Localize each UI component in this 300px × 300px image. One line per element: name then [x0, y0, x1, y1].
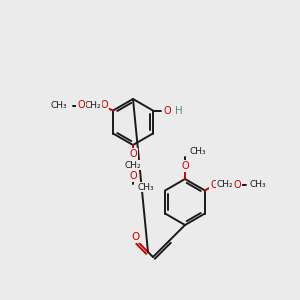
Text: O: O	[77, 100, 85, 110]
Text: O: O	[181, 161, 189, 171]
Text: CH₂: CH₂	[85, 101, 101, 110]
Text: CH₃: CH₃	[50, 101, 67, 110]
Text: CH₃: CH₃	[189, 148, 206, 157]
Text: CH₂: CH₂	[217, 180, 233, 189]
Text: O: O	[233, 179, 241, 190]
Text: CH₃: CH₃	[250, 180, 266, 189]
Text: O: O	[131, 232, 139, 242]
Text: H: H	[175, 106, 183, 116]
Text: O: O	[163, 106, 171, 116]
Text: O: O	[210, 181, 218, 190]
Text: O: O	[100, 100, 108, 110]
Text: O: O	[129, 149, 137, 159]
Text: CH₃: CH₃	[137, 182, 154, 191]
Text: CH₂: CH₂	[125, 160, 141, 169]
Text: O: O	[129, 171, 137, 181]
